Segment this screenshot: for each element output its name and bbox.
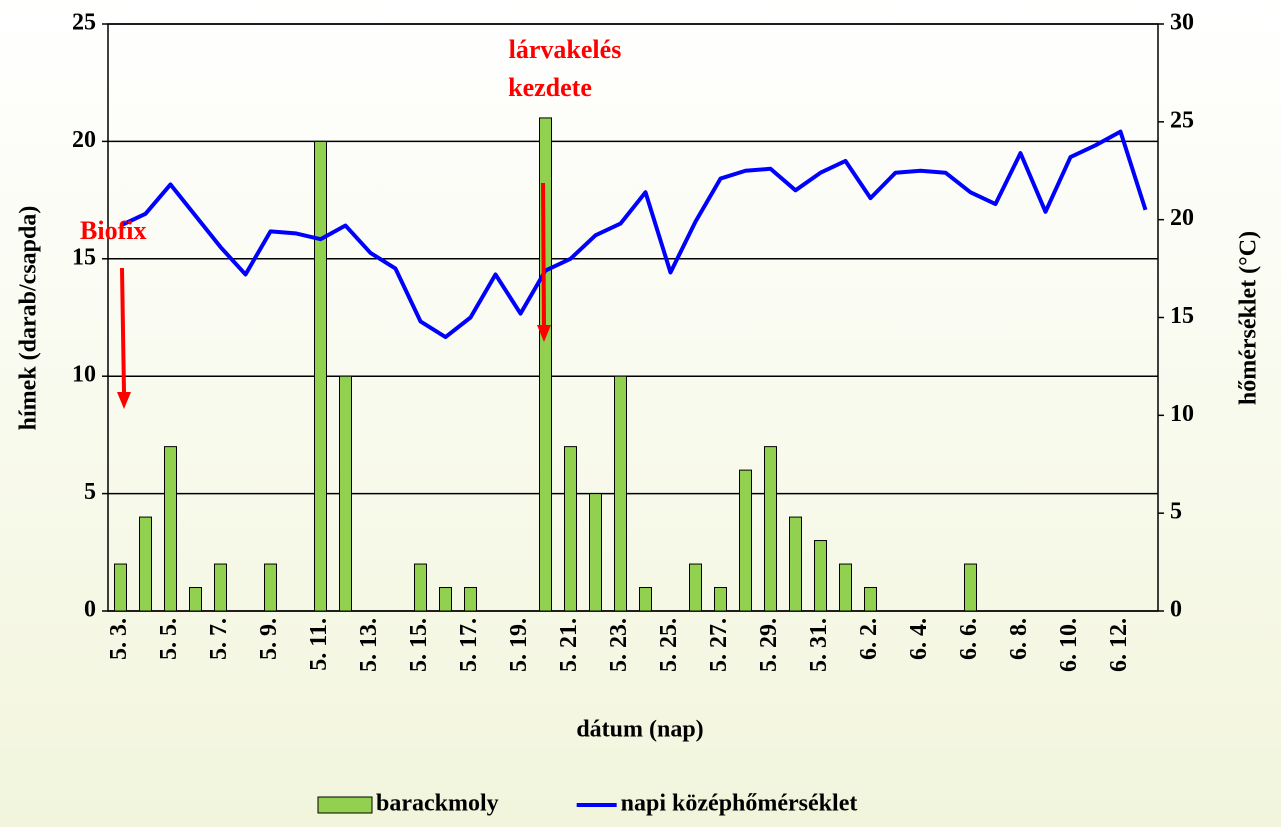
y-tick-label: 20 (72, 127, 96, 153)
legend-label: barackmoly (376, 791, 499, 817)
x-tick-label: 5. 29. (756, 618, 782, 672)
x-tick-label: 5. 9. (256, 618, 282, 660)
legend: barackmoly napi középhőmérséklet (317, 791, 858, 817)
bar (564, 446, 577, 612)
annotation: lárvakelés (509, 35, 622, 64)
y-tick-label: 15 (72, 244, 96, 270)
x-tick-label: 5. 19. (506, 618, 532, 672)
y2-tick-label: 5 (1170, 499, 1182, 525)
x-tick-label: 6. 4. (906, 618, 932, 660)
x-tick-label: 5. 23. (606, 618, 632, 672)
legend-label: napi középhőmérséklet (621, 791, 858, 817)
x-tick-label: 5. 21. (556, 618, 582, 672)
bar (439, 587, 452, 612)
annotation: kezdete (508, 73, 592, 102)
bar (139, 516, 152, 612)
bar (639, 587, 652, 612)
x-tick-label: 6. 8. (1006, 618, 1032, 660)
x-tick-label: 5. 17. (456, 618, 482, 672)
y-tick-label: 5 (84, 479, 96, 505)
bar (814, 540, 827, 612)
y-axis-label: hímek (darab/csapda) (16, 206, 42, 431)
bar (739, 469, 752, 612)
y-tick-label: 10 (72, 362, 96, 388)
bar (614, 375, 627, 612)
bar (714, 587, 727, 612)
bar (764, 446, 777, 612)
annotation: Biofix (80, 216, 146, 245)
y2-tick-label: 25 (1170, 107, 1194, 133)
y2-tick-label: 15 (1170, 303, 1194, 329)
legend-swatch (317, 796, 373, 814)
y2-tick-label: 0 (1170, 597, 1182, 623)
arrow (537, 182, 551, 342)
bar (414, 563, 427, 612)
bar (214, 563, 227, 612)
x-tick-label: 5. 27. (706, 618, 732, 672)
y2-axis-label: hőmérséklet (°C) (1236, 231, 1262, 405)
marks: 0 5 10 15 20 25 0 5 10 15 20 25 30 5. 3. 5. 5. 5. 7. 5. … (72, 10, 1194, 673)
bar (464, 587, 477, 612)
line (119, 129, 1148, 340)
bar (839, 563, 852, 612)
x-tick-label: 6. 12. (1106, 618, 1132, 672)
y2-tick-label: 30 (1170, 10, 1194, 36)
x-tick-label: 5. 7. (206, 618, 232, 660)
x-tick-label: 5. 11. (306, 618, 332, 671)
x-tick-label: 5. 5. (156, 618, 182, 660)
bar (339, 375, 352, 612)
x-axis-label: dátum (nap) (576, 717, 703, 743)
bar (589, 493, 602, 612)
bar (264, 563, 277, 612)
bar (689, 563, 702, 612)
y-tick-label: 0 (84, 597, 96, 623)
x-tick-label: 5. 31. (806, 618, 832, 672)
bar (964, 563, 977, 612)
bar (789, 516, 802, 612)
bar (864, 587, 877, 612)
x-tick-label: 6. 6. (956, 618, 982, 660)
x-tick-label: 5. 25. (656, 618, 682, 672)
bar (114, 563, 127, 612)
y2-tick-label: 20 (1170, 205, 1194, 231)
x-tick-label: 5. 3. (106, 618, 132, 660)
bar (164, 446, 177, 612)
x-tick-label: 5. 13. (356, 618, 382, 672)
y-tick-label: 25 (72, 10, 96, 36)
bar (189, 587, 202, 612)
x-tick-label: 6. 10. (1056, 618, 1082, 672)
plot-frame (107, 23, 1159, 612)
bar (314, 140, 327, 612)
x-tick-label: 6. 2. (856, 618, 882, 660)
y2-tick-label: 10 (1170, 401, 1194, 427)
x-tick-label: 5. 15. (406, 618, 432, 672)
arrow (117, 267, 131, 409)
